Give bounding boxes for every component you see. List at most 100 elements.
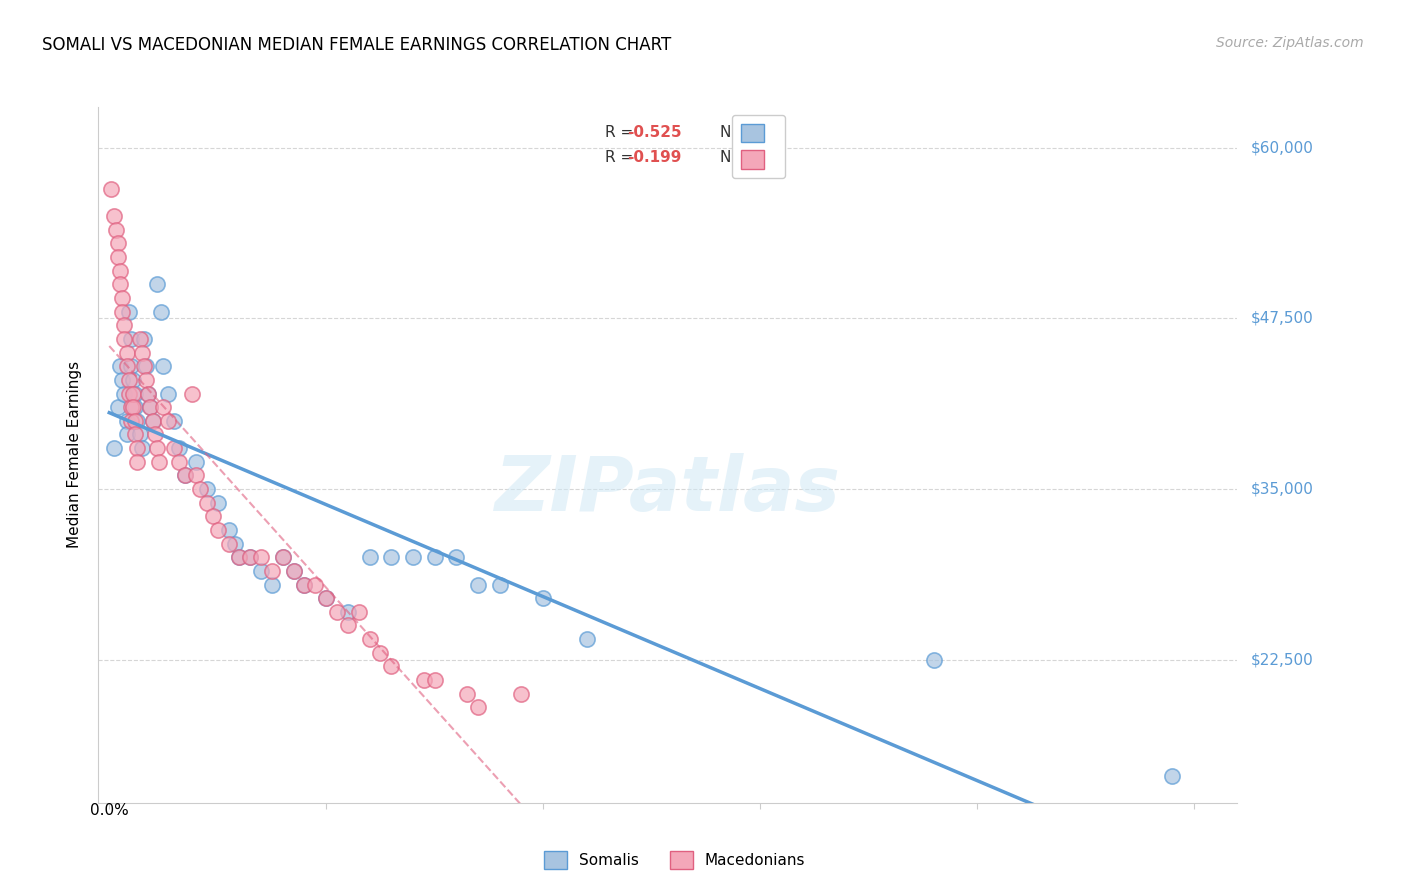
Text: SOMALI VS MACEDONIAN MEDIAN FEMALE EARNINGS CORRELATION CHART: SOMALI VS MACEDONIAN MEDIAN FEMALE EARNI… <box>42 36 672 54</box>
Point <box>108 359 131 374</box>
Point <box>218 536 240 550</box>
Point <box>922 652 945 666</box>
Text: $35,000: $35,000 <box>1251 482 1315 497</box>
Point <box>107 400 129 414</box>
Point <box>184 468 207 483</box>
Point <box>115 359 138 374</box>
Text: -0.525: -0.525 <box>627 125 682 140</box>
Point <box>127 414 149 428</box>
Point <box>163 441 186 455</box>
Text: 53: 53 <box>741 125 762 140</box>
Point <box>124 386 146 401</box>
Point <box>174 468 197 483</box>
Text: R =: R = <box>605 125 638 140</box>
Point <box>488 577 510 591</box>
Point <box>135 373 157 387</box>
Text: $47,500: $47,500 <box>1251 311 1315 326</box>
Point <box>260 564 283 578</box>
Point <box>127 455 149 469</box>
Point <box>124 400 146 414</box>
Point <box>152 400 174 414</box>
Point <box>412 673 434 687</box>
Point <box>146 277 169 292</box>
Y-axis label: Median Female Earnings: Median Female Earnings <box>67 361 83 549</box>
Point <box>122 386 145 401</box>
Point <box>152 359 174 374</box>
Point <box>122 373 145 387</box>
Point <box>136 386 159 401</box>
Point <box>467 700 489 714</box>
Point <box>114 332 136 346</box>
Text: -0.199: -0.199 <box>627 150 682 165</box>
Point <box>139 400 162 414</box>
Point <box>124 427 146 442</box>
Point <box>202 509 225 524</box>
Point <box>294 577 316 591</box>
Point <box>283 564 305 578</box>
Point <box>146 441 169 455</box>
Point <box>103 209 125 223</box>
Point <box>127 441 149 455</box>
Point <box>271 550 294 565</box>
Point <box>107 236 129 251</box>
Point <box>190 482 212 496</box>
Point <box>115 414 138 428</box>
Point <box>163 414 186 428</box>
Text: Source: ZipAtlas.com: Source: ZipAtlas.com <box>1216 36 1364 50</box>
Point <box>115 345 138 359</box>
Point <box>122 400 145 414</box>
Point <box>128 332 150 346</box>
Point <box>228 550 250 565</box>
Point <box>118 304 141 318</box>
Point <box>575 632 598 646</box>
Point <box>120 359 142 374</box>
Point <box>156 386 179 401</box>
Point <box>294 577 316 591</box>
Point <box>142 414 165 428</box>
Point <box>531 591 554 606</box>
Point <box>271 550 294 565</box>
Point <box>120 400 142 414</box>
Point <box>336 618 359 632</box>
Point <box>207 523 229 537</box>
Text: 0.0%: 0.0% <box>90 803 128 818</box>
Point <box>239 550 262 565</box>
Point <box>114 386 136 401</box>
Point <box>118 373 141 387</box>
Point <box>132 359 155 374</box>
Text: $60,000: $60,000 <box>1251 140 1315 155</box>
Point <box>195 496 218 510</box>
Text: N =: N = <box>720 125 754 140</box>
Point <box>100 182 122 196</box>
Point <box>195 482 218 496</box>
Point <box>423 673 446 687</box>
Point <box>104 223 127 237</box>
Point <box>143 427 166 442</box>
Point <box>184 455 207 469</box>
Legend: Somalis, Macedonians: Somalis, Macedonians <box>538 845 811 875</box>
Point <box>239 550 262 565</box>
Point <box>456 687 478 701</box>
Point <box>111 291 134 305</box>
Point <box>103 441 125 455</box>
Point <box>114 318 136 333</box>
Point <box>380 550 402 565</box>
Text: N =: N = <box>720 150 754 165</box>
Point <box>336 605 359 619</box>
Point <box>510 687 533 701</box>
Point <box>315 591 337 606</box>
Point <box>111 304 134 318</box>
Point <box>131 441 153 455</box>
Point <box>260 577 283 591</box>
Point <box>347 605 370 619</box>
Point <box>283 564 305 578</box>
Point <box>150 304 173 318</box>
Point <box>359 632 381 646</box>
Point <box>136 386 159 401</box>
Point <box>174 468 197 483</box>
Text: R =: R = <box>605 150 638 165</box>
Point <box>402 550 425 565</box>
Point <box>124 414 146 428</box>
Point <box>380 659 402 673</box>
Point <box>1161 768 1184 782</box>
